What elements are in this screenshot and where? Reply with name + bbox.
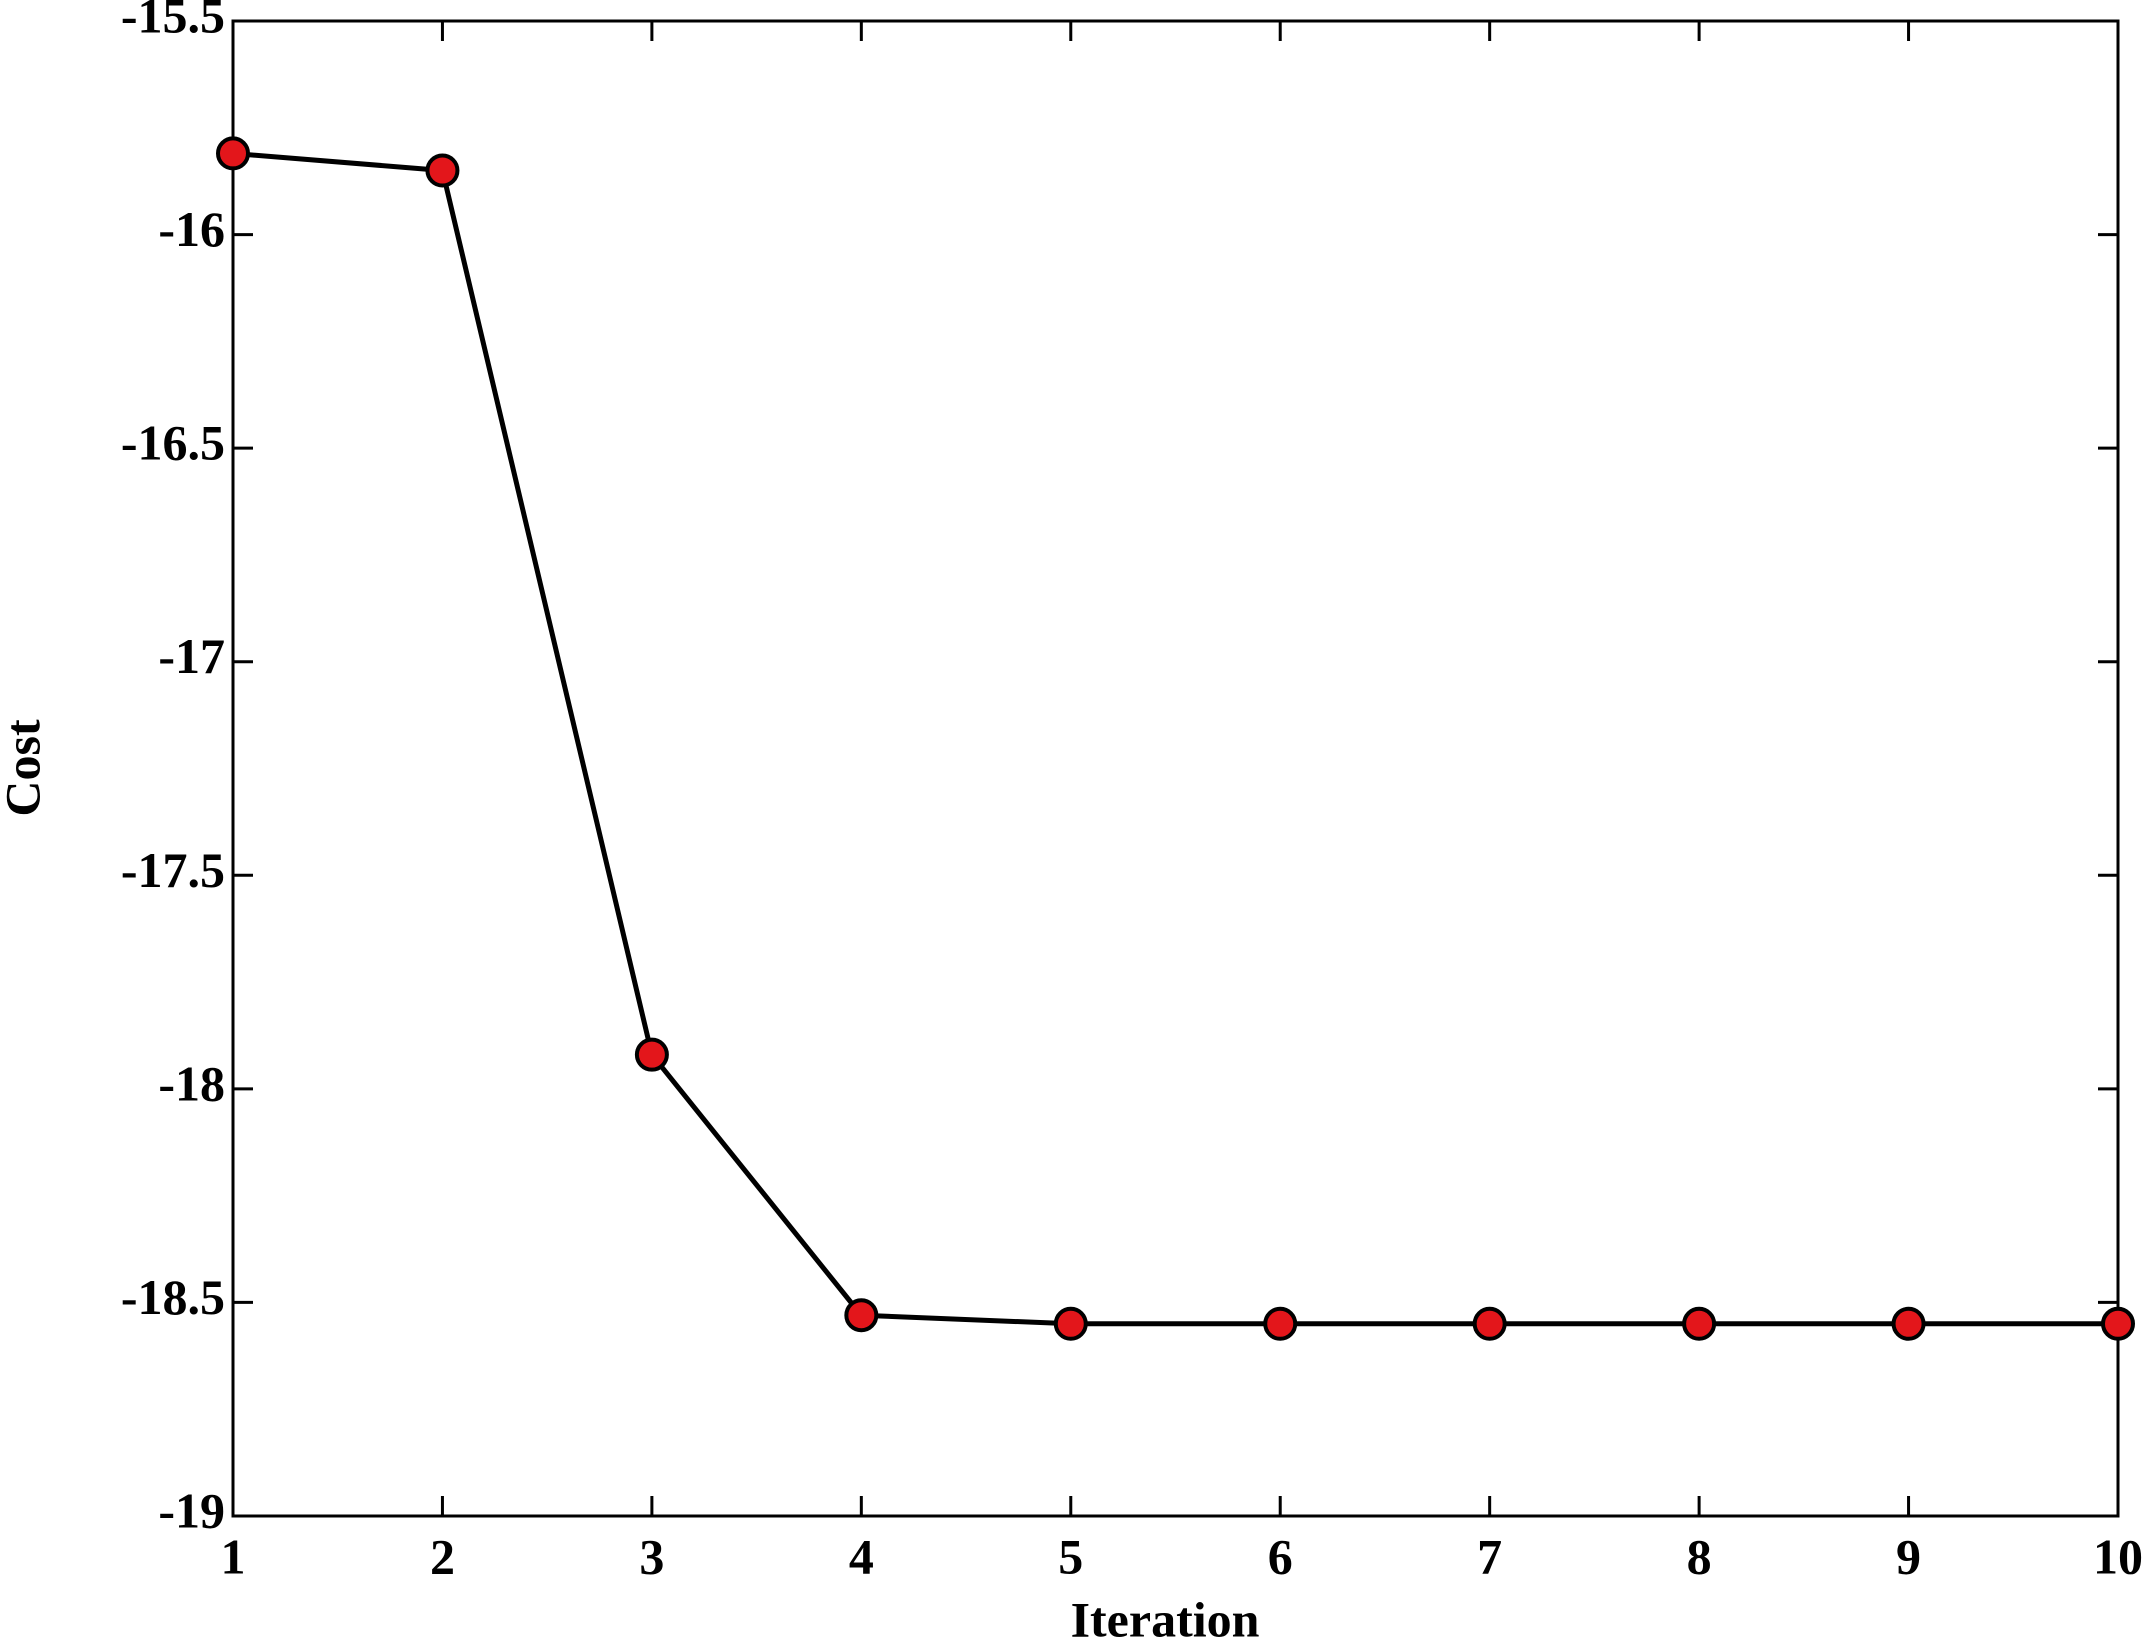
x-tick-label: 1 [221, 1528, 246, 1584]
x-tick-label: 5 [1058, 1528, 1083, 1584]
x-tick-label: 6 [1268, 1528, 1293, 1584]
marker [425, 153, 460, 188]
y-tick-label: -18.5 [121, 1269, 225, 1325]
x-tick-label: 8 [1687, 1528, 1712, 1584]
marker [634, 1037, 669, 1072]
series-line [232, 150, 2118, 1327]
y-tick-label: -16 [158, 201, 225, 257]
y-tick-label: -15.5 [121, 0, 225, 43]
x-tick-label: 9 [1896, 1528, 1921, 1584]
x-tick-label: 7 [1477, 1528, 1502, 1584]
marker [1682, 1306, 1717, 1341]
x-axis-label: Iteration [1071, 1591, 1260, 1647]
y-tick-label: -18 [158, 1055, 225, 1111]
x-tick-label: 10 [2093, 1528, 2143, 1584]
x-tick-label: 3 [639, 1528, 664, 1584]
y-tick-label: -16.5 [121, 415, 225, 471]
y-tick-label: -17 [158, 628, 225, 684]
marker [844, 1298, 879, 1333]
marker [1053, 1306, 1088, 1341]
marker [1472, 1306, 1507, 1341]
y-axis-label: Cost [0, 719, 50, 817]
marker [1263, 1306, 1298, 1341]
y-tick-label: -19 [158, 1482, 225, 1538]
y-tick-label: -17.5 [121, 842, 225, 898]
plot-frame [231, 19, 2120, 1518]
marker [2101, 1306, 2135, 1341]
x-tick-label: 2 [430, 1528, 455, 1584]
x-tick-label: 4 [849, 1528, 874, 1584]
marker [1891, 1306, 1926, 1341]
marker [216, 136, 250, 171]
